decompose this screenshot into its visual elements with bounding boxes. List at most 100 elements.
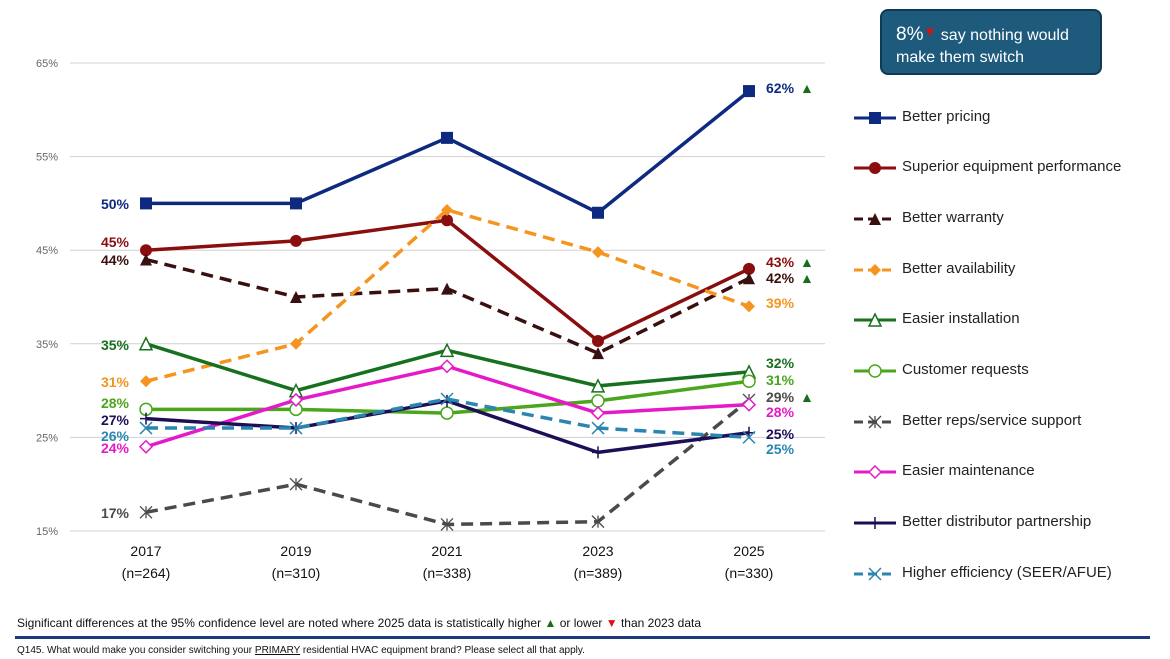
series-easier-installation: 35% 32% — [101, 336, 795, 398]
data-point — [440, 517, 454, 531]
x-icon — [868, 567, 882, 581]
data-point — [289, 477, 303, 491]
legend-swatch — [854, 112, 896, 124]
x-tick-label: 2025 — [733, 543, 764, 559]
data-point — [591, 421, 605, 435]
x-tick-label: 2023 — [582, 543, 613, 559]
data-label-2017: 35% — [101, 337, 130, 353]
x-tick-label: 2021 — [431, 543, 462, 559]
series-better-availability: 31% 39% — [101, 203, 795, 390]
data-point — [743, 85, 755, 98]
data-point — [288, 392, 304, 408]
legend-label: Easier maintenance — [902, 462, 1035, 479]
up-triangle-icon: ▲ — [544, 616, 557, 630]
data-point — [441, 282, 453, 295]
data-label-2025: 39% — [766, 295, 795, 311]
legend-item: Better pricing — [850, 108, 1150, 128]
data-point — [592, 334, 604, 347]
asterisk-icon — [868, 415, 882, 429]
diamond-open-icon — [867, 464, 883, 480]
callout-text: say nothing would make them switch — [896, 27, 1069, 66]
legend-label: Better reps/service support — [902, 412, 1082, 429]
legend-label: Superior equipment performance — [902, 158, 1122, 175]
series-superior-equipment-performance: 45% 43% ▲ — [101, 214, 814, 347]
series-easier-maintenance: 24% 28% — [101, 359, 795, 456]
data-point — [592, 347, 604, 360]
data-label-2017: 31% — [101, 374, 130, 390]
data-point — [439, 359, 455, 374]
legend-label: Higher efficiency (SEER/AFUE) — [902, 564, 1112, 581]
data-point — [592, 206, 604, 219]
data-point — [290, 291, 302, 303]
legend-item: Better warranty — [850, 209, 1150, 229]
up-triangle-icon: ▲ — [800, 254, 814, 270]
legend-label: Easier installation — [902, 310, 1020, 327]
data-point — [439, 342, 455, 358]
data-label-2017: 44% — [101, 252, 130, 268]
data-point — [290, 197, 302, 210]
data-point — [592, 246, 604, 259]
legend-swatch — [854, 567, 896, 581]
data-point — [140, 197, 152, 210]
up-triangle-icon: ▲ — [800, 389, 814, 405]
data-label-2025: 62% — [766, 80, 795, 96]
circle-filled-icon — [869, 162, 881, 174]
data-point — [139, 421, 153, 435]
series-better-distributor-partnership: 27% 25% — [101, 394, 795, 459]
data-point — [138, 439, 154, 454]
series-customer-requests: 28% 31% — [101, 372, 795, 420]
legend-item: Superior equipment performance — [850, 158, 1150, 178]
data-label-2025: 25% — [766, 441, 795, 457]
legend-swatch — [854, 264, 896, 276]
note-suffix: than 2023 data — [620, 616, 702, 630]
series-line — [145, 208, 750, 383]
data-label-2025: 43% — [766, 254, 795, 270]
data-point — [140, 375, 152, 388]
data-label-2025: 32% — [766, 355, 795, 371]
divider — [15, 636, 1150, 639]
data-point — [140, 412, 152, 425]
down-triangle-icon: ▼ — [605, 616, 618, 630]
y-tick-label: 15% — [36, 526, 58, 538]
data-point — [743, 272, 755, 285]
data-point — [440, 392, 454, 406]
legend-label: Better pricing — [902, 108, 991, 125]
legend-swatch — [854, 364, 896, 378]
data-label-2017: 45% — [101, 234, 130, 250]
data-label-2017: 26% — [101, 428, 130, 444]
y-tick-label: 45% — [36, 245, 58, 257]
legend-item: Customer requests — [850, 361, 1150, 381]
data-label-2025: 28% — [766, 404, 795, 420]
data-point — [591, 394, 605, 408]
legend-label: Better warranty — [902, 209, 1004, 226]
legend-item: Higher efficiency (SEER/AFUE) — [850, 564, 1150, 584]
x-tick-n-label: (n=310) — [272, 565, 321, 581]
data-point — [290, 337, 302, 350]
legend-item: Easier maintenance — [850, 462, 1150, 482]
data-label-2017: 24% — [101, 440, 130, 456]
data-label-2025: 42% — [766, 270, 795, 286]
x-tick-label: 2019 — [280, 543, 311, 559]
data-label-2017: 17% — [101, 505, 130, 521]
data-point — [591, 515, 605, 529]
up-triangle-icon: ▲ — [800, 270, 814, 286]
legend-label: Customer requests — [902, 361, 1029, 378]
legend-label: Better distributor partnership — [902, 513, 1092, 530]
data-point — [139, 505, 153, 519]
note-mid: or lower — [559, 616, 603, 630]
data-point — [592, 446, 604, 459]
note-prefix: Significant differences at the 95% confi… — [17, 616, 542, 630]
data-point — [289, 421, 303, 435]
x-tick-n-label: (n=389) — [574, 565, 623, 581]
series-higher-efficiency-seer-afue-: 26% 25% — [101, 392, 795, 457]
series-line — [146, 89, 751, 215]
data-point — [742, 430, 756, 444]
data-point — [441, 131, 453, 144]
legend-swatch — [854, 312, 896, 327]
callout-value: 8% — [896, 24, 924, 45]
legend-item: Better distributor partnership — [850, 513, 1150, 533]
x-tick-label: 2017 — [130, 543, 161, 559]
plus-icon — [869, 517, 881, 529]
triangle-open-icon — [867, 312, 883, 327]
data-point — [590, 406, 606, 421]
